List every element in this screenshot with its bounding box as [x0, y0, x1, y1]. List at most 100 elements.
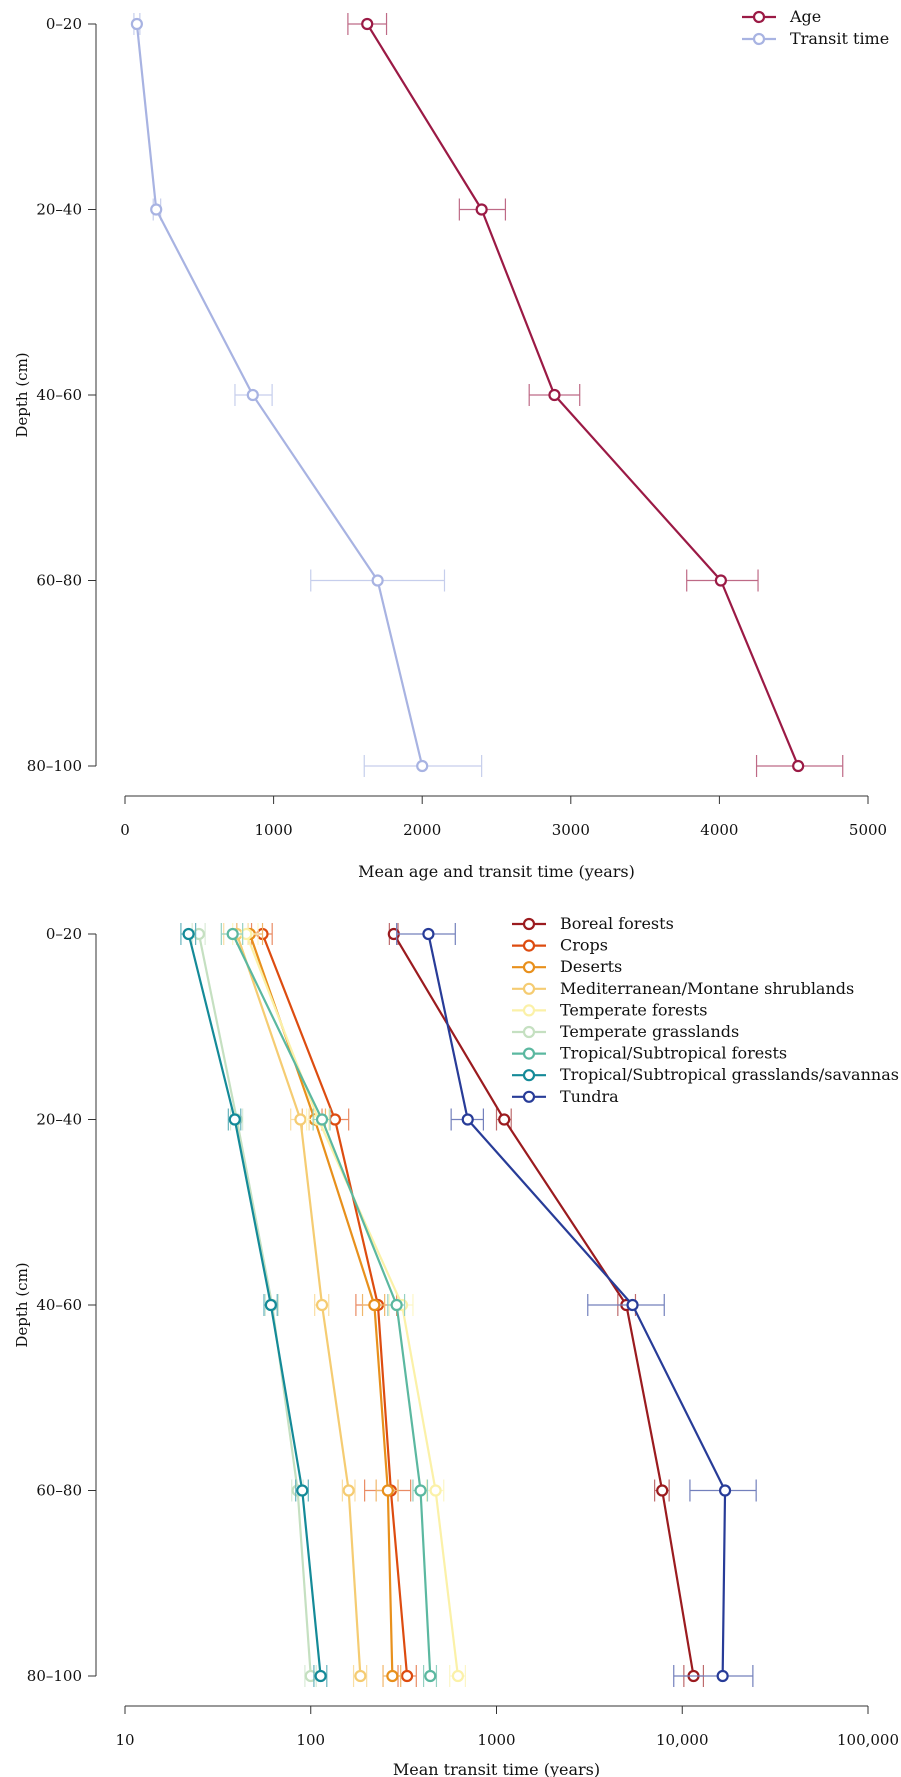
data-point	[368, 1298, 381, 1312]
data-point	[475, 203, 488, 216]
data-point	[342, 1484, 355, 1497]
data-point	[714, 574, 727, 587]
y-tick-label: 0–20	[46, 15, 82, 33]
legend-label: Mediterranean/Montane shrublands	[560, 979, 854, 998]
data-point	[718, 1484, 732, 1497]
data-point	[361, 17, 374, 31]
legend-marker	[522, 1004, 536, 1017]
x-axis-title: Mean transit time (years)	[393, 1760, 600, 1777]
data-point	[381, 1484, 394, 1497]
legend-item-crops: Crops	[512, 936, 608, 955]
data-point	[422, 927, 435, 941]
legend-label: Tropical/Subtropical grasslands/savannas	[560, 1065, 899, 1084]
data-point	[182, 927, 195, 941]
legend-label: Crops	[560, 936, 608, 955]
x-tick-label: 10	[115, 1731, 134, 1749]
legend-label: Boreal forests	[560, 914, 674, 933]
x-tick-label: 5000	[849, 821, 887, 839]
data-point	[294, 1113, 307, 1126]
data-point	[264, 1298, 277, 1312]
series-line	[366, 23, 800, 767]
legend-marker	[522, 1090, 536, 1103]
data-point	[461, 1113, 474, 1126]
legend-label: Tundra	[560, 1087, 619, 1106]
x-tick-label: 0	[120, 821, 130, 839]
legend-item-mediterranean-montane-shrublands: Mediterranean/Montane shrublands	[512, 979, 854, 998]
legend: Boreal forests Crops Deserts Mediterranean/…	[512, 914, 899, 1106]
series-line	[135, 23, 424, 767]
series-line	[187, 933, 322, 1677]
legend-item-tropical-subtropical-grasslands-savannas: Tropical/Subtropical grasslands/savannas	[512, 1065, 899, 1084]
data-point	[414, 1484, 427, 1497]
y-tick-label: 0–20	[46, 925, 82, 943]
series-mediterranean-montane-shrublands	[223, 923, 368, 1687]
legend-item-tropical-subtropical-forests: Tropical/Subtropical forests	[512, 1044, 787, 1063]
legend-item-temperate-forests: Temperate forests	[512, 1000, 707, 1019]
data-point	[226, 927, 239, 941]
legend-item-tundra: Tundra	[512, 1087, 619, 1106]
legend-label: Tropical/Subtropical forests	[560, 1044, 787, 1063]
data-point	[371, 574, 384, 587]
y-tick-label: 20–40	[36, 1111, 82, 1129]
legend-marker	[522, 939, 536, 952]
legend-marker	[752, 10, 766, 24]
data-point	[130, 17, 143, 31]
legend-marker	[522, 1047, 536, 1060]
data-point	[548, 388, 561, 402]
legend-marker	[522, 982, 536, 995]
series-line	[235, 933, 362, 1677]
legend-marker	[522, 1069, 536, 1082]
data-point	[656, 1484, 669, 1497]
legend-label: Age	[789, 7, 821, 26]
y-tick-label: 80–100	[27, 1667, 82, 1685]
legend-item-deserts: Deserts	[512, 957, 622, 976]
legend-item-boreal-forests: Boreal forests	[512, 914, 674, 933]
data-point	[328, 1113, 342, 1126]
x-axis-title: Mean age and transit time (years)	[358, 862, 635, 881]
x-tick-label: 10,000	[656, 1731, 709, 1749]
age-transit-chart: 0–20 20–40 40–60 60–80 80–100 Depth (cm) 0 1000…	[13, 7, 889, 881]
y-tick-label: 80–100	[27, 757, 82, 775]
data-point	[315, 1113, 329, 1126]
x-tick-label: 100	[296, 1731, 325, 1749]
data-point	[314, 1669, 327, 1683]
data-point	[246, 388, 259, 402]
y-tick-label: 60–80	[36, 572, 82, 590]
legend-label: Deserts	[560, 957, 622, 976]
y-axis-title: Depth (cm)	[13, 352, 31, 437]
legend-marker	[522, 1025, 536, 1039]
legend-label: Temperate forests	[560, 1000, 707, 1019]
y-tick-label: 20–40	[36, 201, 82, 219]
data-point	[424, 1669, 437, 1683]
series-tundra	[396, 923, 757, 1687]
data-point	[498, 1113, 511, 1126]
legend: Age Transit time	[742, 7, 889, 48]
legend-item-age: Age	[742, 7, 821, 26]
series-transit-time	[130, 13, 483, 777]
legend-item-transit-time: Transit time	[742, 29, 889, 48]
legend-marker	[752, 32, 766, 46]
data-point	[390, 1298, 403, 1312]
data-point	[354, 1669, 367, 1683]
x-tick-label: 3000	[552, 821, 590, 839]
series-tropical-subtropical-forests	[220, 923, 438, 1687]
x-tick-label: 1000	[255, 821, 293, 839]
data-point	[386, 1669, 399, 1683]
series-tropical-subtropical-grasslands-savannas	[180, 923, 328, 1687]
x-tick-label: 1000	[477, 1731, 515, 1749]
y-axis-title: Depth (cm)	[13, 1262, 31, 1347]
data-point	[315, 1298, 329, 1312]
data-point	[400, 1669, 414, 1683]
series-age	[347, 13, 844, 777]
legend-marker	[522, 917, 536, 931]
legend-item-temperate-grasslands: Temperate grasslands	[512, 1022, 739, 1041]
x-tick-label: 4000	[700, 821, 738, 839]
legend-label: Temperate grasslands	[560, 1022, 739, 1041]
biome-transit-chart: 0–20 20–40 40–60 60–80 80–100 Depth (cm) 10 100…	[13, 914, 899, 1777]
series-temperate-grasslands	[191, 923, 317, 1687]
data-point	[716, 1669, 729, 1683]
data-point	[416, 759, 429, 773]
x-tick-label: 100,000	[837, 1731, 899, 1749]
data-point	[451, 1669, 465, 1683]
